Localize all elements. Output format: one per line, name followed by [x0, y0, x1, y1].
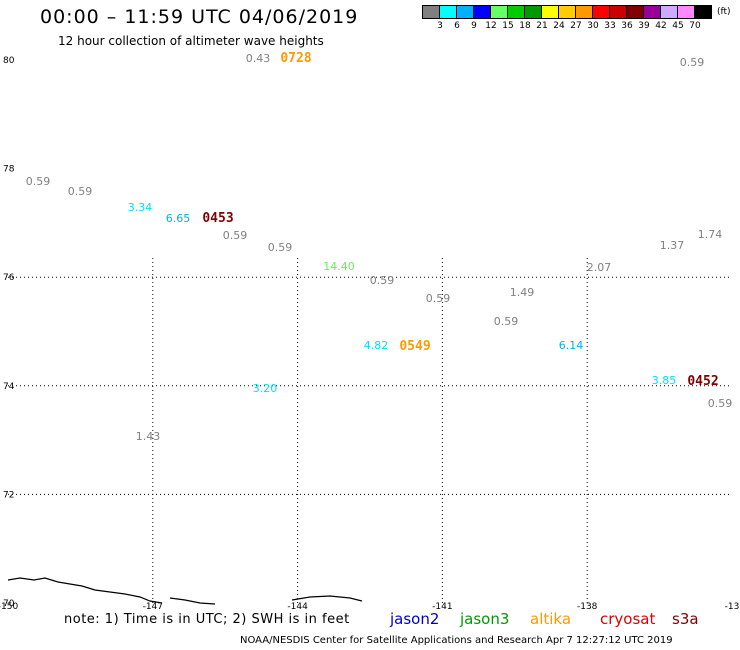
mission-altika: altika [530, 610, 572, 628]
pass-time-label: 0452 [687, 374, 718, 389]
wave-height-value: 14.40 [323, 260, 355, 273]
legend-label: 12 [485, 21, 497, 31]
legend-label: 27 [570, 21, 582, 31]
wave-height-value: 0.59 [68, 185, 93, 198]
legend-label: 30 [587, 21, 599, 31]
legend-label: 70 [689, 21, 701, 31]
lon-tick-label: -141 [432, 602, 452, 612]
wave-height-value: 3.20 [253, 382, 278, 395]
legend-label: 24 [553, 21, 565, 31]
lon-tick-label: -13 [725, 602, 740, 612]
wave-height-value: 0.59 [223, 229, 248, 242]
legend-label: 39 [638, 21, 650, 31]
lon-tick-label: -147 [143, 602, 163, 612]
legend-label: 15 [502, 21, 514, 31]
wave-height-value: 3.34 [128, 201, 153, 214]
mission-cryosat: cryosat [600, 610, 656, 628]
mission-jason3: jason3 [460, 610, 510, 628]
wave-height-value: 0.59 [426, 292, 451, 305]
lat-tick-label: 72 [3, 490, 14, 500]
legend-label: 21 [536, 21, 548, 31]
wave-height-value: 0.59 [370, 274, 395, 287]
legend-unit: (ft) [717, 7, 731, 17]
mission-jason2: jason2 [390, 610, 440, 628]
wave-height-value: 0.59 [268, 241, 293, 254]
legend-label: 33 [604, 21, 616, 31]
legend-label: 18 [519, 21, 531, 31]
legend-swatches [422, 5, 712, 19]
legend-swatch [694, 5, 712, 19]
legend-label: 45 [672, 21, 684, 31]
wave-height-value: 3.85 [652, 374, 677, 387]
legend-labels: 3 6 9 12 15 18 21 24 27 30 33 36 39 42 45 70 [422, 19, 711, 31]
lon-tick-label: -138 [577, 602, 598, 612]
lat-tick-label: 74 [3, 382, 15, 392]
pass-time-label: 0728 [280, 51, 311, 66]
wave-height-value: 0.59 [680, 56, 705, 69]
wave-height-value: 2.07 [587, 261, 612, 274]
wave-height-value: 0.59 [708, 397, 733, 410]
wave-height-value: 0.43 [246, 52, 271, 65]
wave-height-value: 6.14 [559, 339, 584, 352]
lat-tick-label: 78 [3, 165, 15, 175]
legend-label: 42 [655, 21, 667, 31]
legend-label: 3 [437, 21, 443, 31]
legend-label: 36 [621, 21, 633, 31]
lat-tick-label: 70 [3, 599, 15, 609]
lat-tick-label: 80 [3, 56, 15, 66]
wave-height-value: 1.74 [698, 228, 723, 241]
pass-time-label: 0549 [399, 339, 430, 354]
map-subtitle: 12 hour collection of altimeter wave hei… [58, 34, 324, 48]
pass-time-label: 0453 [202, 211, 233, 226]
legend-label: 6 [454, 21, 460, 31]
wave-height-value: 0.59 [26, 175, 51, 188]
map-title: 00:00 – 11:59 UTC 04/06/2019 [40, 6, 359, 28]
mission-s3a: s3a [672, 610, 699, 628]
legend-label: 9 [471, 21, 477, 31]
coastline [7, 577, 363, 605]
wave-height-value: 0.59 [494, 315, 519, 328]
wave-height-value: 1.43 [136, 430, 161, 443]
footer-note: note: 1) Time is in UTC; 2) SWH is in fe… [64, 612, 350, 627]
wave-height-value: 6.65 [166, 212, 191, 225]
credit-line: NOAA/NESDIS Center for Satellite Applica… [240, 635, 673, 646]
lat-tick-label: 76 [3, 273, 15, 283]
lon-tick-label: -144 [287, 602, 308, 612]
color-legend: 3 6 9 12 15 18 21 24 27 30 33 36 39 42 45 70 (ft) [422, 5, 731, 31]
wave-height-value: 4.82 [364, 339, 389, 352]
wave-height-value: 1.37 [660, 239, 685, 252]
wave-height-value: 1.49 [510, 286, 535, 299]
lon-tick-label: -150 [0, 602, 18, 612]
